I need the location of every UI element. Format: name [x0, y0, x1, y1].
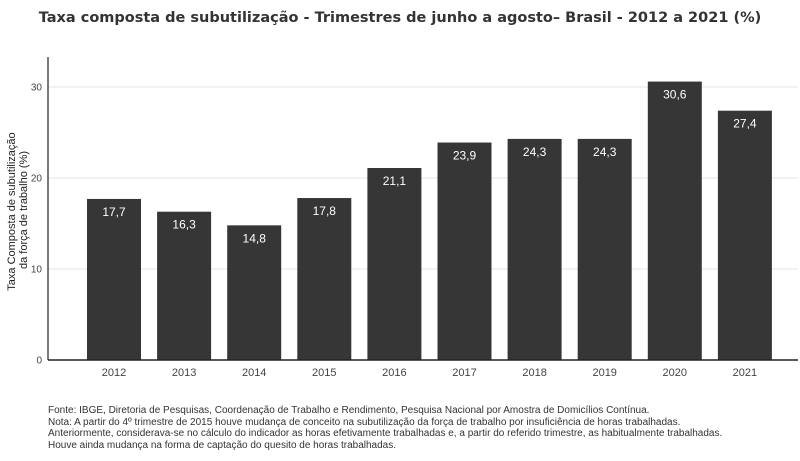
- x-tick-label: 2017: [452, 367, 476, 379]
- data-labels: 17,7 16,3 14,8 17,8 21,1 23,9 24,3 24,3 30,6 27,4: [102, 88, 757, 246]
- x-tick-label: 2015: [312, 367, 336, 379]
- y-tick-label: 0: [36, 356, 42, 367]
- y-tick-label: 10: [31, 265, 43, 276]
- data-label: 24,3: [523, 145, 547, 159]
- y-tick-label: 30: [31, 83, 43, 94]
- bar: [437, 142, 492, 360]
- bar: [577, 138, 632, 360]
- x-tick-label: 2013: [172, 367, 196, 379]
- data-label: 27,4: [733, 117, 757, 131]
- methodology-note-3: Houve ainda mudança na forma de captação…: [48, 439, 397, 451]
- source-note: Fonte: IBGE, Diretoria de Pesquisas, Coo…: [48, 405, 650, 416]
- x-axis-ticks: 2012 2013 2014 2015 2016 2017 2018 2019 2020 2021: [102, 367, 757, 379]
- bar: [717, 110, 772, 360]
- chart-title: Taxa composta de subutilização - Trimest…: [38, 10, 762, 26]
- bar: [507, 138, 562, 360]
- data-label: 23,9: [453, 149, 477, 163]
- y-axis-ticks: 0 10 20 30: [31, 83, 43, 367]
- y-axis-label: Taxa Composta de subutilização da força …: [6, 129, 30, 290]
- methodology-note-2: Anteriormente, considerava-se no cálculo…: [48, 428, 723, 439]
- bar: [87, 198, 141, 360]
- x-tick-label: 2014: [242, 367, 266, 379]
- data-label: 21,1: [383, 174, 407, 188]
- bar: [367, 168, 422, 360]
- data-label: 30,6: [663, 88, 687, 102]
- data-label: 17,8: [313, 204, 337, 218]
- data-label: 14,8: [243, 231, 267, 245]
- data-label: 17,7: [102, 205, 126, 219]
- bars: [87, 81, 772, 360]
- x-tick-label: 2016: [382, 367, 406, 379]
- bar: [227, 225, 282, 360]
- bar: [647, 81, 702, 360]
- source-notes: Fonte: IBGE, Diretoria de Pesquisas, Coo…: [48, 405, 798, 451]
- x-tick-label: 2019: [592, 367, 616, 379]
- x-tick-label: 2012: [102, 367, 126, 379]
- data-label: 16,3: [172, 218, 196, 232]
- y-axis-label-line-1: Taxa Composta de subutilização: [6, 132, 18, 290]
- x-tick-label: 2018: [522, 367, 546, 379]
- bar: [297, 198, 352, 360]
- y-axis-label-line-2: da força de trabalho (%): [18, 151, 30, 269]
- bar: [157, 211, 212, 360]
- data-label: 24,3: [593, 145, 617, 159]
- x-tick-label: 2021: [733, 367, 757, 379]
- x-tick-label: 2020: [663, 367, 687, 379]
- methodology-note-1: Nota: A partir do 4º trimestre de 2015 h…: [48, 416, 681, 428]
- y-tick-label: 20: [31, 174, 43, 185]
